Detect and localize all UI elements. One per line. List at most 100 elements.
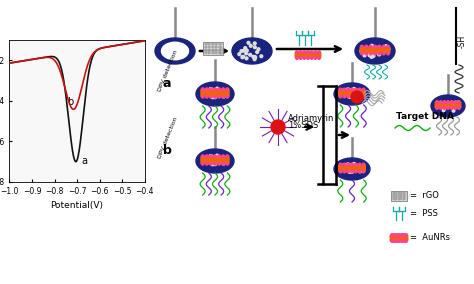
Circle shape xyxy=(378,49,382,52)
Circle shape xyxy=(374,45,376,48)
Circle shape xyxy=(222,155,225,158)
Circle shape xyxy=(446,103,448,105)
Circle shape xyxy=(378,45,381,48)
Circle shape xyxy=(211,163,214,166)
Circle shape xyxy=(217,156,220,158)
Circle shape xyxy=(241,56,244,59)
Circle shape xyxy=(348,167,351,170)
Circle shape xyxy=(222,162,225,165)
Circle shape xyxy=(222,162,225,165)
Ellipse shape xyxy=(162,42,189,60)
Ellipse shape xyxy=(355,38,395,64)
Circle shape xyxy=(354,92,357,95)
Circle shape xyxy=(387,52,389,55)
Circle shape xyxy=(438,104,441,106)
Circle shape xyxy=(387,48,390,51)
Circle shape xyxy=(218,95,220,98)
Circle shape xyxy=(345,166,348,169)
Text: Target DNA: Target DNA xyxy=(396,112,454,121)
Circle shape xyxy=(383,52,385,55)
Circle shape xyxy=(345,91,347,95)
Ellipse shape xyxy=(155,38,195,64)
Circle shape xyxy=(374,52,376,55)
Circle shape xyxy=(355,170,357,173)
Text: -SH: -SH xyxy=(458,34,467,48)
Circle shape xyxy=(206,95,208,98)
Circle shape xyxy=(358,163,361,166)
Circle shape xyxy=(363,54,366,57)
Circle shape xyxy=(436,101,438,103)
Circle shape xyxy=(361,51,364,54)
Circle shape xyxy=(240,50,243,53)
FancyBboxPatch shape xyxy=(200,89,230,97)
Circle shape xyxy=(393,240,396,242)
Circle shape xyxy=(360,91,363,94)
Circle shape xyxy=(395,234,398,236)
Ellipse shape xyxy=(431,95,465,117)
Circle shape xyxy=(355,88,357,91)
Circle shape xyxy=(351,88,353,91)
Circle shape xyxy=(398,240,401,242)
Circle shape xyxy=(206,155,208,158)
Circle shape xyxy=(217,89,220,91)
Circle shape xyxy=(343,95,346,98)
Circle shape xyxy=(355,163,357,166)
Circle shape xyxy=(245,52,247,55)
Circle shape xyxy=(365,45,368,48)
Circle shape xyxy=(214,155,216,158)
Circle shape xyxy=(358,88,361,91)
Text: b: b xyxy=(163,144,172,157)
Circle shape xyxy=(257,48,260,51)
Circle shape xyxy=(226,155,228,158)
Circle shape xyxy=(393,234,396,236)
Circle shape xyxy=(348,164,351,166)
Circle shape xyxy=(345,167,347,170)
Circle shape xyxy=(351,170,353,173)
Circle shape xyxy=(214,162,216,165)
Circle shape xyxy=(318,51,320,53)
FancyBboxPatch shape xyxy=(203,41,223,55)
Circle shape xyxy=(339,170,342,173)
Circle shape xyxy=(339,88,342,91)
Circle shape xyxy=(456,101,459,104)
Circle shape xyxy=(453,102,456,104)
Circle shape xyxy=(211,159,214,162)
Circle shape xyxy=(303,51,306,53)
Circle shape xyxy=(345,167,348,170)
Circle shape xyxy=(222,88,225,91)
Circle shape xyxy=(439,101,442,103)
Circle shape xyxy=(450,101,453,103)
Circle shape xyxy=(201,155,204,158)
Circle shape xyxy=(271,120,285,134)
Circle shape xyxy=(359,95,362,98)
Circle shape xyxy=(362,95,365,98)
Circle shape xyxy=(383,45,385,48)
Circle shape xyxy=(314,51,317,53)
Circle shape xyxy=(405,234,407,236)
Circle shape xyxy=(358,170,361,173)
Circle shape xyxy=(226,95,228,98)
Circle shape xyxy=(354,89,357,92)
Circle shape xyxy=(353,87,356,91)
Circle shape xyxy=(208,91,211,94)
Circle shape xyxy=(207,158,210,162)
Circle shape xyxy=(351,95,353,98)
Circle shape xyxy=(210,88,212,91)
Circle shape xyxy=(214,88,216,91)
Circle shape xyxy=(214,95,216,98)
Circle shape xyxy=(348,170,351,173)
Circle shape xyxy=(216,87,219,90)
Circle shape xyxy=(238,53,241,56)
Circle shape xyxy=(245,49,248,52)
Circle shape xyxy=(253,58,256,61)
Circle shape xyxy=(402,234,405,236)
Circle shape xyxy=(370,44,374,47)
Circle shape xyxy=(310,57,313,59)
Circle shape xyxy=(348,89,351,91)
Circle shape xyxy=(385,45,388,49)
Circle shape xyxy=(400,234,402,236)
Circle shape xyxy=(209,87,212,91)
Text: Adriamyrin: Adriamyrin xyxy=(288,114,334,123)
Ellipse shape xyxy=(196,82,234,106)
Circle shape xyxy=(343,163,346,166)
